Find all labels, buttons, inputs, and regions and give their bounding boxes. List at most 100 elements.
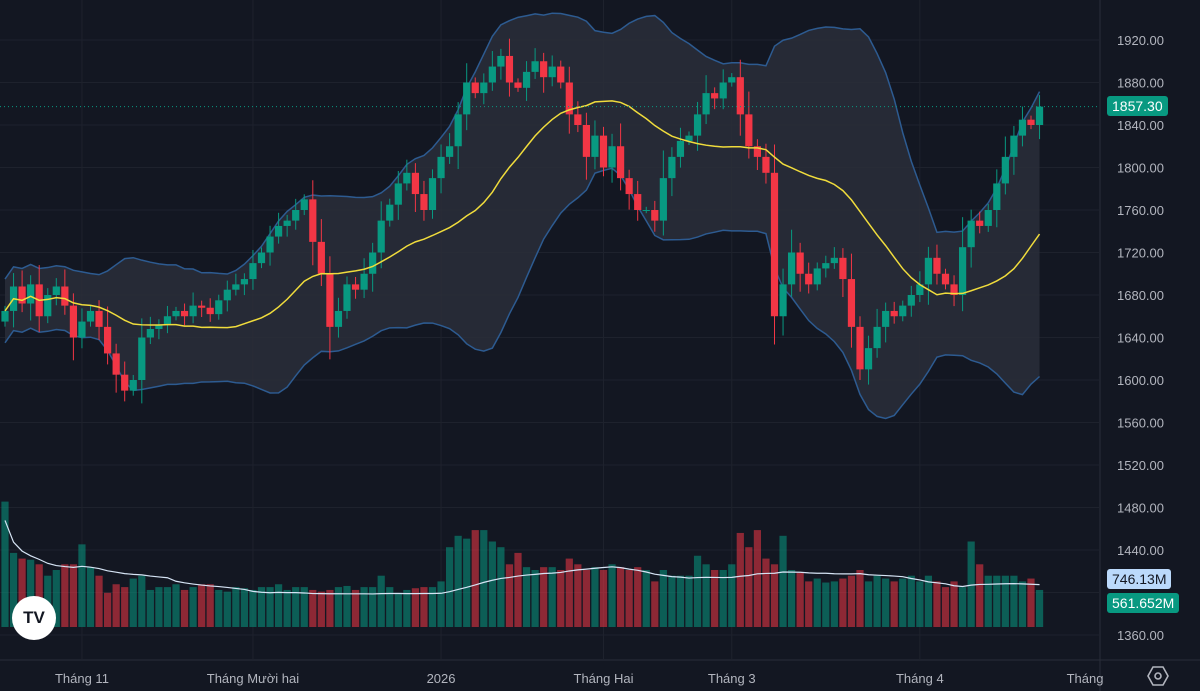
volume-bar bbox=[437, 581, 445, 627]
candle-body bbox=[736, 77, 744, 115]
candle-body bbox=[702, 93, 710, 115]
candle-body bbox=[411, 172, 419, 195]
volume-bar bbox=[454, 535, 462, 627]
volume-bar bbox=[822, 582, 830, 627]
volume-bar bbox=[711, 570, 719, 627]
candle-body bbox=[984, 210, 992, 226]
price-tick-label: 1640.00 bbox=[1117, 331, 1164, 346]
candle-body bbox=[69, 305, 77, 338]
volume-bar bbox=[488, 541, 496, 627]
candle-body bbox=[471, 82, 479, 94]
candle-body bbox=[420, 194, 428, 210]
candle-body bbox=[899, 305, 907, 317]
candle-body bbox=[959, 247, 967, 295]
candle-body bbox=[215, 300, 223, 315]
volume-bar bbox=[668, 575, 676, 627]
candle-body bbox=[719, 82, 727, 99]
volume-bar bbox=[847, 575, 856, 627]
price-tick-label: 1800.00 bbox=[1117, 161, 1164, 176]
candle-body bbox=[993, 183, 1001, 210]
volume-bar bbox=[899, 578, 907, 627]
candle-body bbox=[548, 66, 556, 78]
tradingview-logo[interactable]: TV bbox=[12, 596, 56, 640]
candle-body bbox=[249, 263, 257, 280]
candle-body bbox=[916, 284, 924, 295]
candle-body bbox=[44, 295, 52, 317]
candle-body bbox=[762, 156, 770, 173]
volume-bar bbox=[873, 575, 881, 627]
candle-body bbox=[924, 257, 932, 285]
candle-body bbox=[540, 61, 548, 78]
candle-body bbox=[847, 279, 856, 327]
candle-body bbox=[882, 310, 890, 327]
price-tick-label: 1920.00 bbox=[1117, 33, 1164, 48]
candle-body bbox=[326, 273, 334, 327]
candle-body bbox=[941, 273, 950, 285]
time-tick-label: Tháng Mười hai bbox=[207, 671, 299, 686]
candle-body bbox=[745, 114, 753, 147]
price-tick-label: 1360.00 bbox=[1117, 628, 1164, 643]
volume-bar bbox=[625, 570, 633, 627]
volume-bar bbox=[129, 578, 137, 627]
volume-bar bbox=[411, 588, 419, 627]
volume-bar bbox=[232, 587, 240, 627]
candle-body bbox=[283, 220, 291, 226]
volume-bar bbox=[651, 581, 659, 627]
candle-body bbox=[343, 284, 351, 311]
last-price-label: 1857.30 bbox=[1107, 96, 1168, 116]
volume-bar bbox=[334, 587, 343, 627]
volume-bar bbox=[360, 587, 368, 627]
price-tick-label: 1720.00 bbox=[1117, 246, 1164, 261]
volume-bar bbox=[18, 558, 26, 627]
candle-body bbox=[497, 55, 505, 67]
candle-body bbox=[266, 236, 274, 253]
price-tick-label: 1480.00 bbox=[1117, 501, 1164, 516]
volume-bar bbox=[779, 535, 787, 627]
candle-body bbox=[18, 286, 26, 304]
volume-bar bbox=[514, 552, 522, 627]
volume-bar bbox=[394, 592, 402, 627]
volume-bar bbox=[198, 584, 206, 627]
candle-body bbox=[856, 326, 864, 370]
volume-bar bbox=[728, 564, 736, 627]
candle-body bbox=[95, 310, 103, 327]
volume-bar bbox=[104, 592, 112, 627]
volume-bar bbox=[471, 530, 479, 627]
volume-bar bbox=[463, 538, 471, 627]
candle-body bbox=[104, 326, 112, 354]
volume-bar bbox=[206, 584, 214, 627]
candle-body bbox=[770, 172, 779, 317]
volume-bar bbox=[403, 589, 411, 627]
volume-bar bbox=[745, 547, 753, 627]
candle-body bbox=[599, 135, 608, 168]
volume-bar bbox=[693, 555, 702, 627]
candle-body bbox=[976, 220, 984, 226]
volume-bar bbox=[1027, 578, 1035, 627]
bollinger-upper bbox=[4, 12, 1041, 280]
volume-bar bbox=[61, 564, 69, 627]
candle-body bbox=[351, 284, 360, 290]
volume-bar bbox=[770, 564, 779, 627]
price-tick-label: 1840.00 bbox=[1117, 118, 1164, 133]
candle-body bbox=[386, 204, 394, 221]
volume-bar bbox=[1001, 575, 1009, 627]
price-tick-label: 1520.00 bbox=[1117, 458, 1164, 473]
settings-icon[interactable] bbox=[1146, 664, 1170, 688]
price-tick-label: 1440.00 bbox=[1117, 543, 1164, 558]
volume-bar bbox=[343, 585, 351, 627]
volume-bar bbox=[317, 591, 325, 627]
candle-body bbox=[488, 66, 496, 83]
volume-bar bbox=[497, 547, 505, 627]
candle-body bbox=[522, 71, 531, 88]
volume-bar bbox=[223, 591, 231, 627]
volume-bar bbox=[736, 532, 744, 627]
candle-body bbox=[112, 353, 120, 375]
candle-body bbox=[574, 114, 582, 125]
candle-body bbox=[813, 268, 821, 285]
candle-body bbox=[480, 82, 488, 94]
candle-body bbox=[334, 310, 343, 327]
volume-bar bbox=[522, 567, 531, 627]
volume-bar bbox=[813, 578, 821, 627]
volume-bar bbox=[796, 572, 804, 627]
